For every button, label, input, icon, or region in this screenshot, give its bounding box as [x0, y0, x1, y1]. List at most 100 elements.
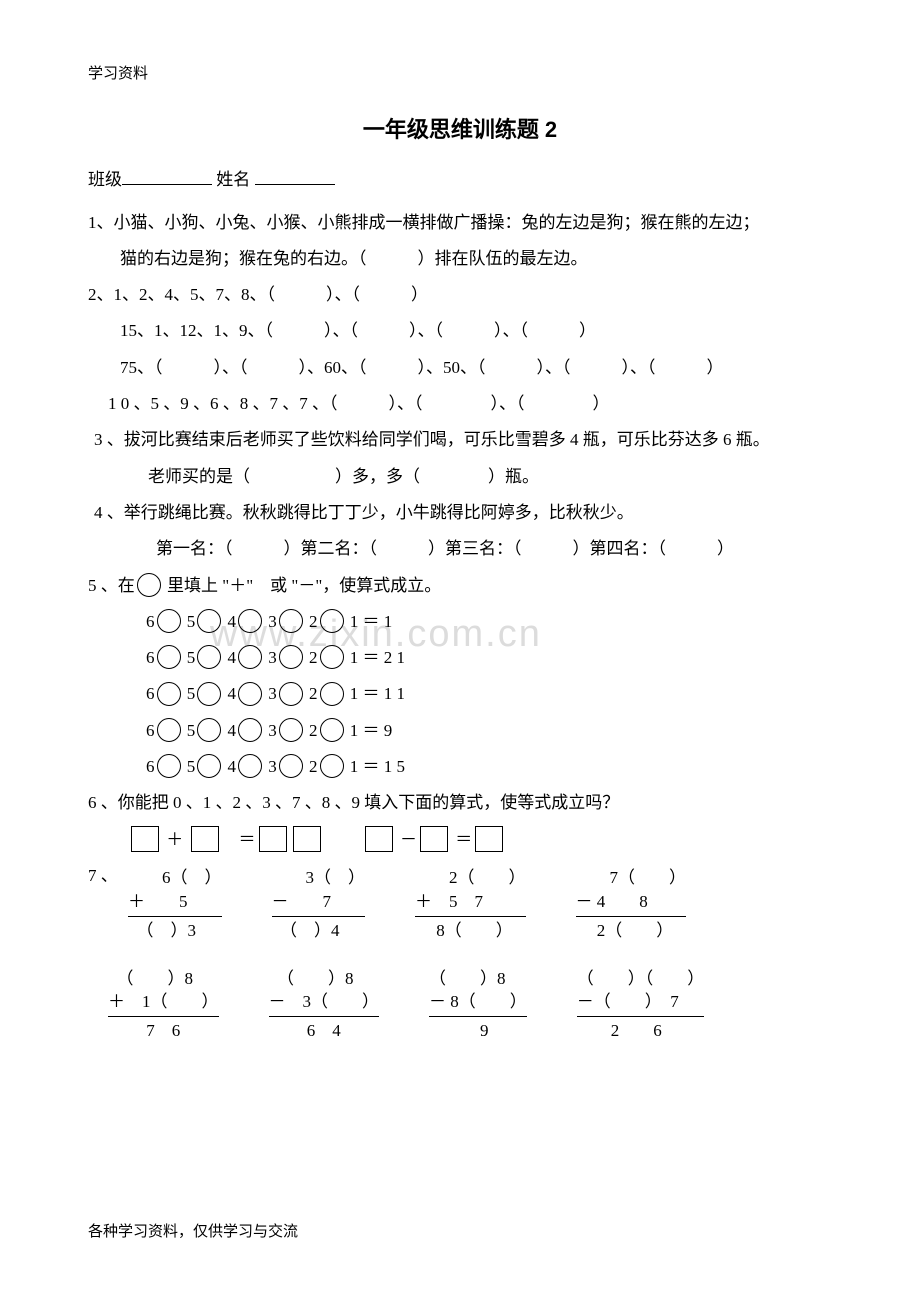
arith-problem: （ ）8－ 8（ ） 9 [429, 967, 527, 1043]
arith-row2: ＋ 5 7 [415, 890, 526, 914]
circle-blank [320, 754, 344, 778]
q2-b: 15、1、12、1、9、（ ）、（ ）、（ ）、（ ） [88, 315, 832, 347]
q5-number: 3 [268, 721, 277, 740]
circle-blank [238, 682, 262, 706]
circle-blank [279, 645, 303, 669]
arith-result: 2（ ） [576, 916, 687, 943]
q5-number: 3 [268, 757, 277, 776]
q5-number: 2 [309, 612, 318, 631]
q5-number: 6 [146, 721, 155, 740]
circle-blank [197, 718, 221, 742]
q3-line1: 3 、拔河比赛结束后老师买了些饮料给同学们喝，可乐比雪碧多 4 瓶，可乐比芬达多… [88, 424, 832, 456]
q5-number: 5 [187, 757, 196, 776]
circle-blank [197, 645, 221, 669]
arith-row2: － 3（ ） [269, 990, 380, 1014]
circle-blank [157, 754, 181, 778]
q5-number: 2 [309, 684, 318, 703]
arith-row2: － 7 [272, 890, 366, 914]
circle-blank [197, 754, 221, 778]
arith-result: 6 4 [269, 1016, 380, 1043]
circle-blank [320, 645, 344, 669]
box-blank [365, 826, 393, 852]
q5-number: 3 [268, 612, 277, 631]
arith-row1: （ ）8 [429, 967, 527, 991]
q5-equation-line: 6 5 4 3 2 1 ＝ 2 1 [88, 642, 832, 674]
page-title: 一年级思维训练题 2 [88, 109, 832, 151]
arith-result: （ ）3 [128, 916, 222, 943]
box-blank [259, 826, 287, 852]
q3-line2: 老师买的是（ ）多，多（ ）瓶。 [88, 461, 832, 493]
q5-equation-line: 6 5 4 3 2 1 ＝ 1 [88, 606, 832, 638]
arith-problem: 6（ ）＋ 5 （ ）3 [128, 866, 222, 942]
q5-number: 4 [228, 612, 237, 631]
box-blank [420, 826, 448, 852]
q5-equation-line: 6 5 4 3 2 1 ＝ 9 [88, 715, 832, 747]
arith-row2: ＋ 5 [128, 890, 222, 914]
arith-row2: － 4 8 [576, 890, 687, 914]
arith-row1: （ ）8 [108, 967, 219, 991]
arith-row-bottom: （ ）8＋ 1（ ） 7 6 （ ）8－ 3（ ） 6 4（ ）8－ 8（ ） … [108, 967, 832, 1043]
arith-problem: 2（ ）＋ 5 7 8（ ） [415, 866, 526, 942]
q5-rhs: 1 ＝ 1 5 [350, 757, 405, 776]
circle-blank [320, 682, 344, 706]
q5-rhs: 1 ＝ 1 [350, 612, 393, 631]
circle-blank [157, 645, 181, 669]
circle-blank [197, 609, 221, 633]
q1-line1: 1、小猫、小狗、小兔、小猴、小熊排成一横排做广播操：兔的左边是狗；猴在熊的左边； [88, 207, 832, 239]
box-blank [191, 826, 219, 852]
arith-row1: （ ）8 [269, 967, 380, 991]
circle-blank [157, 682, 181, 706]
arith-row2: －（ ） 7 [577, 990, 705, 1014]
circle-blank [320, 609, 344, 633]
q2-a: 2、1、2、4、5、7、8、（ ）、（ ） [88, 279, 832, 311]
q5-number: 5 [187, 612, 196, 631]
box-blank [475, 826, 503, 852]
arith-row2: ＋ 1（ ） [108, 990, 219, 1014]
q7-label: 7 、 [88, 866, 118, 885]
q5-number: 5 [187, 721, 196, 740]
circle-blank [157, 718, 181, 742]
arith-problem: 7（ ）－ 4 8 2（ ） [576, 866, 687, 942]
q5-number: 5 [187, 684, 196, 703]
circle-blank [238, 718, 262, 742]
page-header: 学习资料 [88, 60, 832, 89]
arith-problem: 3（ ）－ 7 （ ）4 [272, 866, 366, 942]
q6-boxes: ＋ ＝ － ＝ [88, 824, 832, 856]
box-blank [293, 826, 321, 852]
circle-blank [157, 609, 181, 633]
q5-number: 4 [228, 648, 237, 667]
class-label: 班级 [88, 170, 122, 189]
q4-line1: 4 、举行跳绳比赛。秋秋跳得比丁丁少，小牛跳得比阿婷多，比秋秋少。 [88, 497, 832, 529]
q5-number: 4 [228, 757, 237, 776]
q5-number: 4 [228, 721, 237, 740]
arith-result: 2 6 [577, 1016, 705, 1043]
circle-blank [137, 573, 161, 597]
arith-result: 7 6 [108, 1016, 219, 1043]
box-blank [131, 826, 159, 852]
q4-line2: 第一名：（ ）第二名：（ ）第三名：（ ）第四名：（ ） [88, 533, 832, 565]
arith-row1: 6（ ） [128, 866, 222, 890]
q5-rhs: 1 ＝ 9 [350, 721, 393, 740]
q6-text: 6 、你能把 0 、1 、2 、3 、7 、8 、9 填入下面的算式，使等式成立… [88, 787, 832, 819]
q5-number: 5 [187, 648, 196, 667]
arith-row1: （ ）（ ） [577, 967, 705, 991]
q5-rhs: 1 ＝ 2 1 [350, 648, 405, 667]
arith-row1: 3（ ） [272, 866, 366, 890]
q5-number: 6 [146, 757, 155, 776]
arith-result: 8（ ） [415, 916, 526, 943]
q5-number: 6 [146, 684, 155, 703]
name-blank [255, 167, 335, 185]
circle-blank [238, 754, 262, 778]
q2-d: 1 0 、5 、9 、6 、8 、7 、7 、（ ）、（ ）、（ ） [88, 388, 832, 420]
arith-problem: （ ）8＋ 1（ ） 7 6 [108, 967, 219, 1043]
page-footer: 各种学习资料，仅供学习与交流 [88, 1218, 298, 1247]
name-label: 姓名 [216, 170, 250, 189]
circle-blank [279, 718, 303, 742]
arith-row-top: 6（ ）＋ 5 （ ）3 3（ ）－ 7 （ ）4 2（ ）＋ 5 7 8（ ）… [128, 866, 832, 942]
q5-equation-line: 6 5 4 3 2 1 ＝ 1 5 [88, 751, 832, 783]
q5-equation-line: 6 5 4 3 2 1 ＝ 1 1 [88, 678, 832, 710]
arith-row1: 2（ ） [415, 866, 526, 890]
arith-result: （ ）4 [272, 916, 366, 943]
class-blank [122, 167, 212, 185]
q5-number: 6 [146, 612, 155, 631]
